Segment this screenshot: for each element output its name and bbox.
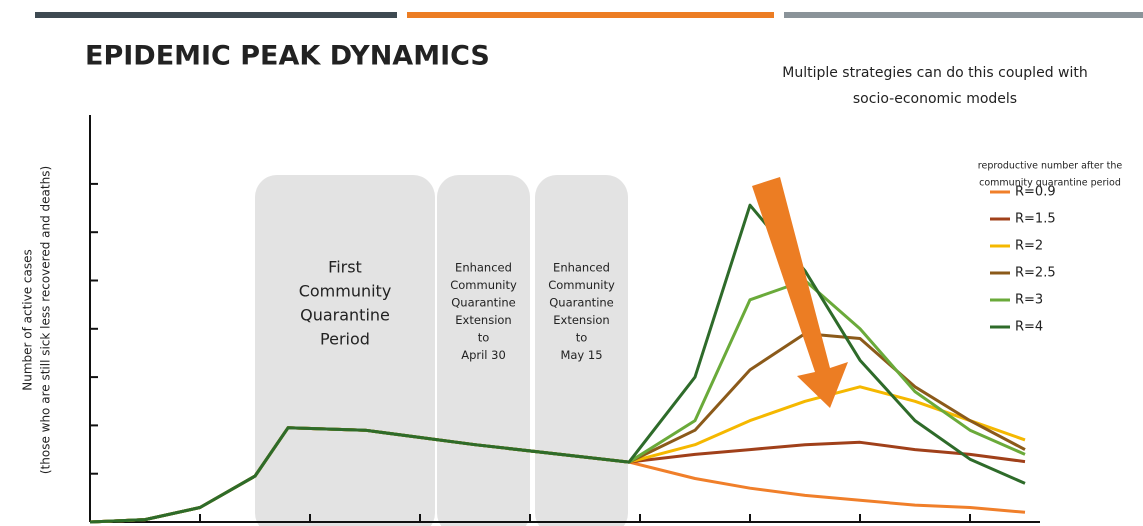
region-label: Community (299, 282, 392, 301)
top-bar (407, 12, 774, 18)
legend-label: R=0.9 (1015, 185, 1056, 200)
legend-title: community quarantine period (979, 178, 1121, 189)
region-label: Quarantine (451, 296, 516, 310)
legend-label: R=2 (1015, 239, 1043, 254)
region-label: April 30 (461, 348, 506, 362)
series-line (89, 203, 1026, 524)
annotation: socio-economic models (853, 91, 1017, 107)
region-label: to (478, 331, 490, 345)
top-bar (35, 12, 397, 18)
region-label: Quarantine (300, 306, 390, 325)
annotation: Multiple strategies can do this coupled … (782, 65, 1087, 81)
region-label: First (328, 258, 362, 277)
region-label: Extension (455, 313, 511, 327)
chart-title: EPIDEMIC PEAK DYNAMICS (85, 41, 490, 72)
legend-label: R=4 (1015, 320, 1043, 335)
region-label: Enhanced (553, 261, 610, 275)
region-label: Period (320, 330, 370, 349)
arrow (752, 177, 848, 408)
region (437, 175, 530, 526)
y-axis-label: Number of active cases (21, 249, 35, 391)
region (255, 175, 435, 526)
legend-label: R=2.5 (1015, 266, 1056, 281)
legend-title: reproductive number after the (978, 161, 1123, 172)
top-bar (784, 12, 1143, 18)
y-axis-label: (those who are still sick less recovered… (39, 166, 53, 474)
region (535, 175, 628, 526)
region-label: Community (548, 278, 615, 292)
region-label: May 15 (560, 348, 602, 362)
legend-label: R=3 (1015, 293, 1043, 308)
region-label: to (576, 331, 588, 345)
region-label: Community (450, 278, 517, 292)
region-label: Quarantine (549, 296, 614, 310)
region-label: Extension (553, 313, 609, 327)
region-label: Enhanced (455, 261, 512, 275)
legend-label: R=1.5 (1015, 212, 1056, 227)
